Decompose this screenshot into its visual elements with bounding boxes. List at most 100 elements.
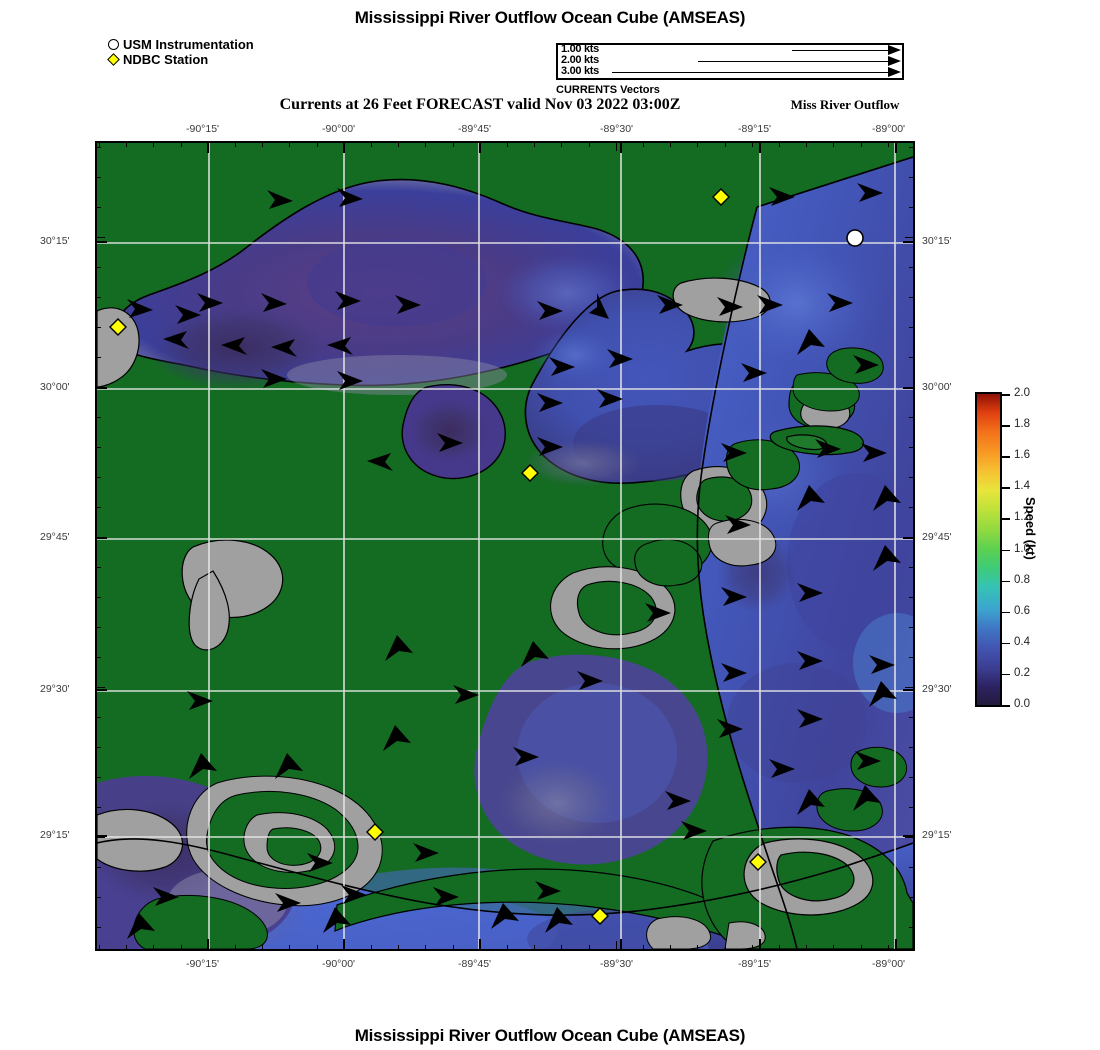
tick-mark bbox=[725, 142, 726, 147]
tick-mark bbox=[181, 945, 182, 950]
tick-mark bbox=[96, 687, 105, 688]
ndbc-station-marker[interactable] bbox=[109, 318, 127, 336]
tick-mark bbox=[262, 945, 263, 950]
tick-mark bbox=[96, 689, 107, 691]
tick-mark bbox=[96, 927, 101, 928]
tick-mark bbox=[903, 835, 914, 837]
colorbar-tick bbox=[1002, 425, 1010, 427]
tick-mark bbox=[909, 447, 914, 448]
vector-key-label: 3.00 kts bbox=[561, 65, 599, 77]
vector-key-label: 2.00 kts bbox=[561, 54, 599, 66]
tick-mark bbox=[903, 387, 914, 389]
colorbar-tick bbox=[1002, 487, 1010, 489]
tick-mark bbox=[207, 939, 209, 950]
colorbar-tick bbox=[1002, 549, 1010, 551]
legend-label-usm: USM Instrumentation bbox=[123, 37, 254, 52]
tick-mark bbox=[507, 142, 508, 147]
tick-mark bbox=[861, 945, 862, 950]
arrow-head-icon bbox=[888, 56, 901, 66]
tick-mark bbox=[96, 207, 101, 208]
vector-key-row: 1.00 kts bbox=[558, 44, 902, 56]
tick-mark bbox=[96, 477, 101, 478]
tick-mark bbox=[96, 777, 101, 778]
tick-mark bbox=[909, 477, 914, 478]
tick-mark bbox=[903, 537, 914, 539]
tick-mark bbox=[96, 747, 101, 748]
tick-mark bbox=[909, 777, 914, 778]
colorbar-tick bbox=[1002, 456, 1010, 458]
tick-mark bbox=[96, 417, 101, 418]
tick-mark bbox=[96, 177, 101, 178]
map-plot-area[interactable] bbox=[95, 141, 915, 951]
usm-instrumentation-marker[interactable] bbox=[846, 229, 864, 247]
colorbar-tick-label: 0.2 bbox=[1014, 666, 1030, 679]
colorbar-tick-label: 1.8 bbox=[1014, 418, 1030, 431]
colorbar-tick-label: 0.8 bbox=[1014, 573, 1030, 586]
tick-mark bbox=[153, 142, 154, 147]
colorbar-tick bbox=[1002, 673, 1010, 676]
ndbc-station-marker[interactable] bbox=[521, 464, 539, 482]
colorbar-tick bbox=[1002, 580, 1010, 583]
tick-mark bbox=[909, 717, 914, 718]
tick-mark bbox=[909, 597, 914, 598]
tick-mark bbox=[909, 207, 914, 208]
tick-mark bbox=[96, 597, 101, 598]
legend-item-ndbc: NDBC Station bbox=[107, 52, 254, 67]
tick-mark bbox=[96, 717, 101, 718]
tick-mark bbox=[616, 142, 617, 151]
tick-mark bbox=[909, 897, 914, 898]
gridlines bbox=[97, 143, 913, 949]
vector-shaft bbox=[612, 72, 888, 73]
colorbar-tick-label: 0.0 bbox=[1014, 698, 1030, 710]
tick-mark bbox=[289, 945, 290, 950]
tick-mark bbox=[99, 142, 100, 147]
tick-mark bbox=[909, 357, 914, 358]
tick-mark bbox=[425, 945, 426, 950]
tick-mark bbox=[534, 945, 535, 950]
tick-mark bbox=[96, 387, 107, 389]
tick-mark bbox=[96, 447, 101, 448]
tick-mark bbox=[207, 142, 209, 153]
tick-mark bbox=[909, 177, 914, 178]
tick-mark bbox=[398, 142, 399, 147]
ndbc-station-marker[interactable] bbox=[712, 188, 730, 206]
tick-mark bbox=[153, 945, 154, 950]
tick-mark bbox=[96, 897, 101, 898]
tick-mark bbox=[670, 142, 671, 147]
tick-mark bbox=[697, 945, 698, 950]
tick-mark bbox=[181, 142, 182, 147]
tick-mark bbox=[453, 142, 454, 147]
tick-mark bbox=[643, 142, 644, 147]
tick-mark bbox=[235, 142, 236, 147]
vector-scale-key: 1.00 kts 2.00 kts 3.00 kts bbox=[556, 43, 904, 80]
tick-mark bbox=[534, 142, 535, 147]
tick-mark bbox=[589, 142, 590, 147]
page-title: Mississippi River Outflow Ocean Cube (AM… bbox=[354, 8, 746, 27]
ndbc-station-marker[interactable] bbox=[366, 823, 384, 841]
tick-mark bbox=[398, 945, 399, 950]
tick-mark bbox=[752, 142, 753, 147]
tick-mark bbox=[909, 927, 914, 928]
tick-mark bbox=[670, 945, 671, 950]
colorbar-tick bbox=[1002, 394, 1010, 396]
tick-mark bbox=[861, 142, 862, 147]
map-canvas bbox=[97, 143, 913, 949]
coastline-sound-west bbox=[696, 206, 798, 949]
tick-mark bbox=[96, 267, 101, 268]
tick-mark bbox=[235, 945, 236, 950]
colorbar-title: Speed (kt) bbox=[1023, 497, 1038, 560]
tick-mark bbox=[561, 142, 562, 147]
delta-marsh-water bbox=[474, 654, 708, 865]
tick-mark bbox=[317, 142, 318, 147]
ndbc-station-marker[interactable] bbox=[749, 853, 767, 871]
tick-mark bbox=[589, 945, 590, 950]
tick-mark bbox=[725, 945, 726, 950]
tick-mark bbox=[96, 837, 105, 838]
footer-title: Mississippi River Outflow Ocean Cube (AM… bbox=[354, 1026, 746, 1045]
colorbar-gradient bbox=[975, 392, 1002, 707]
tick-mark bbox=[905, 837, 914, 838]
station-markers[interactable] bbox=[109, 188, 864, 925]
ndbc-station-marker[interactable] bbox=[591, 907, 609, 925]
legend-item-usm: USM Instrumentation bbox=[108, 37, 254, 52]
outflow-label: Miss River Outflow bbox=[790, 97, 900, 112]
